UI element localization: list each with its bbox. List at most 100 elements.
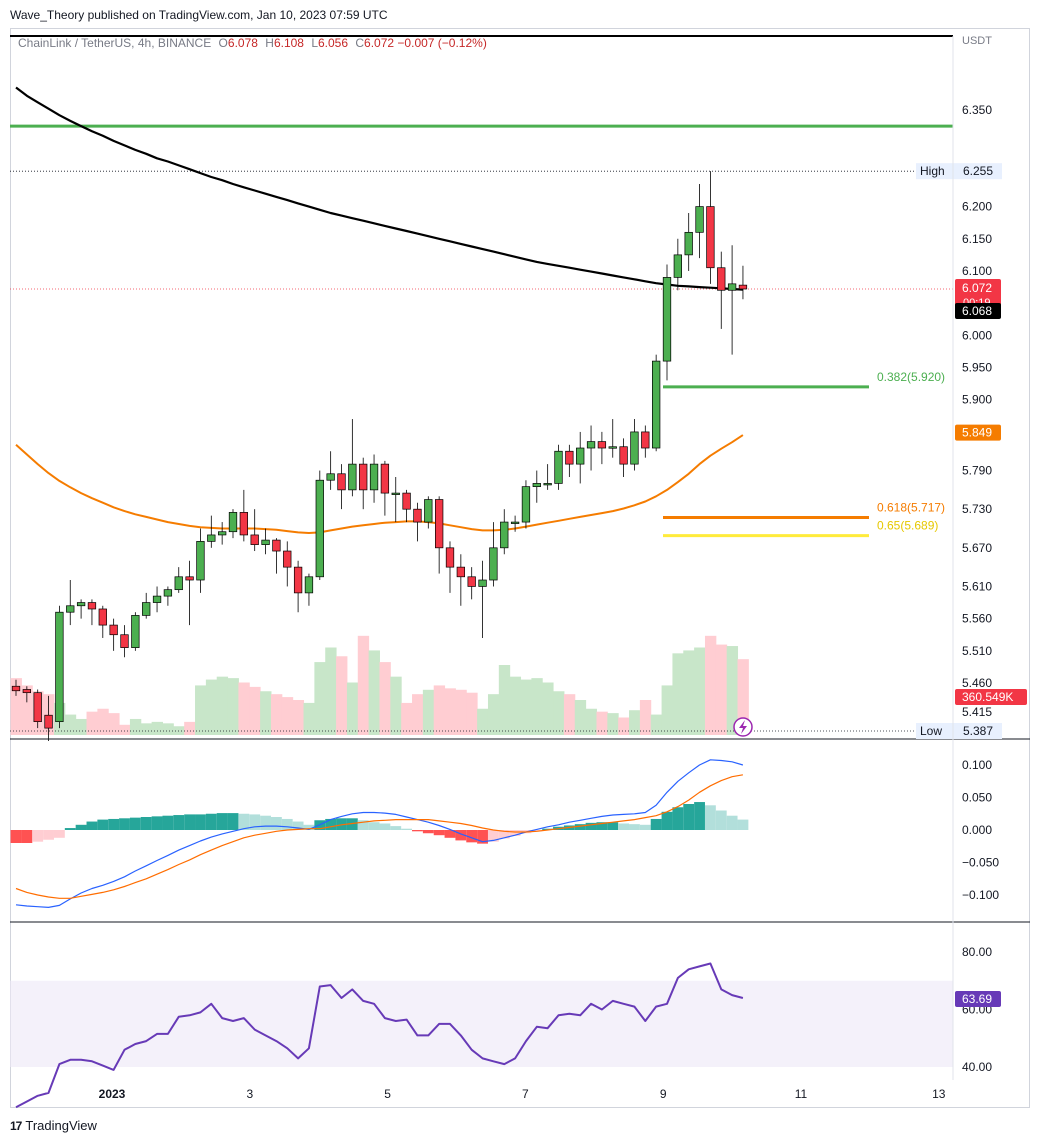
volume-bar	[390, 676, 402, 735]
macd-histogram-bar	[140, 817, 152, 830]
volume-bar	[314, 662, 326, 735]
candle	[684, 231, 693, 256]
price-badge-text: 5.849	[962, 426, 992, 440]
volume-bar	[726, 646, 739, 735]
price-tick-label: 6.350	[962, 103, 992, 117]
candle	[250, 534, 259, 545]
candle	[706, 206, 715, 269]
time-tick-label: 2023	[99, 1087, 126, 1101]
macd-histogram-bar	[607, 822, 619, 830]
time-tick-label: 11	[795, 1087, 808, 1101]
candle	[120, 634, 129, 648]
macd-histogram-bar	[737, 819, 749, 830]
candle	[315, 479, 324, 578]
macd-histogram-bar	[21, 830, 33, 843]
macd-tick-label: −0.050	[962, 856, 999, 870]
volume-bar	[412, 694, 424, 735]
macd-histogram-bar	[639, 824, 651, 830]
volume-bar	[292, 700, 305, 735]
candle	[304, 576, 314, 594]
macd-histogram-bar	[249, 814, 261, 830]
rsi-band	[10, 980, 953, 1067]
candle	[218, 531, 227, 536]
volume-bar	[86, 711, 98, 735]
candle	[521, 486, 531, 523]
macd-histogram-bar	[129, 817, 141, 830]
candle	[435, 499, 444, 549]
price-tick-label: 5.460	[962, 676, 992, 690]
macd-histogram-bar	[162, 815, 174, 830]
volume-bar	[162, 723, 174, 735]
volume-bar	[21, 685, 33, 735]
candle	[554, 450, 563, 484]
volume-bar	[140, 723, 153, 735]
volume-bar	[129, 718, 142, 735]
macd-histogram-bar	[683, 804, 695, 830]
lightning-icon-bolt	[739, 720, 747, 734]
volume-bar	[553, 691, 565, 735]
candle	[76, 602, 86, 607]
macd-histogram-bar	[498, 830, 510, 839]
candle	[228, 512, 238, 533]
candle	[283, 550, 292, 568]
price-tick-label: 6.150	[962, 232, 992, 246]
low-value: 6.056	[318, 36, 349, 50]
rsi-value-badge	[955, 991, 1001, 1007]
macd-histogram-bar	[195, 814, 206, 830]
high-label: H	[265, 36, 274, 50]
volume-bar	[151, 721, 163, 735]
low-tag-label: Low	[920, 724, 942, 738]
candle	[445, 547, 455, 568]
macd-histogram-bar	[422, 830, 434, 834]
candle	[565, 450, 574, 465]
price-tick-label: 5.610	[962, 579, 992, 593]
macd-histogram-bar	[412, 830, 423, 832]
macd-histogram-bar	[325, 818, 337, 830]
volume-bar	[672, 653, 684, 735]
volume-bar	[368, 650, 380, 735]
volume-bar	[650, 714, 663, 735]
price-tick-label: 5.510	[962, 644, 992, 658]
macd-histogram-bar	[281, 818, 293, 830]
volume-bar	[715, 644, 728, 735]
volume-bar	[520, 679, 532, 735]
volume-bar	[401, 702, 413, 735]
high-tag-bg	[916, 163, 1002, 180]
candle	[380, 463, 390, 494]
volume-bar	[346, 682, 359, 735]
candle	[413, 508, 422, 523]
volume-bar	[119, 724, 131, 735]
volume-bar	[227, 678, 239, 735]
macd-histogram-bar	[119, 818, 130, 830]
symbol-name: ChainLink / TetherUS, 4h, BINANCE	[18, 36, 212, 50]
macd-histogram-bar	[433, 830, 445, 836]
volume-bar	[357, 635, 370, 735]
macd-histogram-bar	[704, 805, 716, 830]
volume-bar	[64, 714, 77, 735]
macd-histogram-bar	[53, 830, 65, 838]
macd-histogram-bar	[205, 813, 217, 830]
candle	[510, 521, 520, 524]
candle	[185, 576, 194, 581]
candle	[597, 441, 607, 449]
volume-bar	[563, 694, 576, 735]
candle	[717, 267, 726, 291]
volume-bar	[75, 718, 88, 735]
rsi-line	[15, 962, 744, 1109]
candle	[142, 602, 151, 616]
open-value: 6.078	[227, 36, 258, 50]
price-badge-text: 6.068	[962, 304, 992, 318]
macd-signal-line	[15, 774, 744, 899]
volume-bar	[325, 647, 337, 735]
price-tick-label: 5.415	[962, 705, 992, 719]
candle	[532, 483, 541, 488]
candle	[11, 685, 21, 692]
rsi-pane	[10, 962, 953, 1109]
macd-histogram-bar	[43, 830, 54, 840]
macd-histogram-bar	[64, 828, 76, 830]
price-badge-text: 6.072	[962, 281, 992, 295]
candle	[402, 492, 411, 510]
macd-histogram-bar	[270, 817, 282, 830]
volume-bar	[498, 665, 511, 735]
